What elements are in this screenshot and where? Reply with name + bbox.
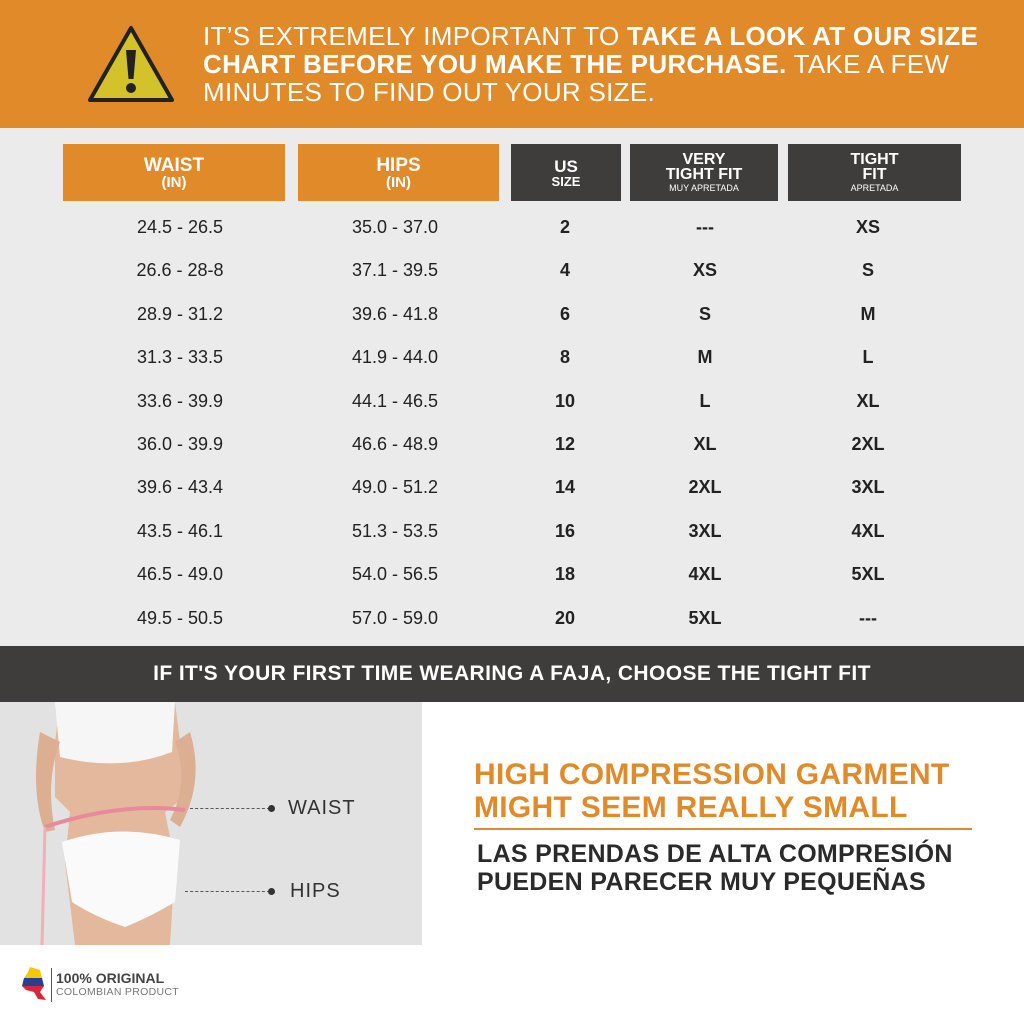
cell-us-size: 4 bbox=[559, 260, 571, 281]
cell-waist: 43.5 - 46.1 bbox=[136, 520, 224, 541]
cell-waist: 31.3 - 33.5 bbox=[136, 347, 224, 368]
cell-hips: 41.9 - 44.0 bbox=[351, 347, 439, 368]
table-row: 33.6 - 39.9 44.1 - 46.5 10 L XL bbox=[0, 391, 1024, 421]
table-row: 31.3 - 33.5 41.9 - 44.0 8 M L bbox=[0, 347, 1024, 377]
cell-us-size: 20 bbox=[554, 607, 576, 628]
cell-very-tight-fit: XL bbox=[693, 434, 717, 454]
cell-hips: 46.6 - 48.9 bbox=[351, 434, 439, 454]
logo-divider bbox=[51, 968, 52, 1002]
cell-hips: 57.0 - 59.0 bbox=[351, 607, 439, 628]
cell-very-tight-fit: 2XL bbox=[688, 477, 722, 498]
cell-us-size: 10 bbox=[554, 390, 576, 411]
header-hips: HIPS (IN) bbox=[298, 144, 499, 201]
header-us-size: US SIZE bbox=[511, 144, 621, 201]
model-figure-illustration bbox=[36, 702, 196, 945]
header-waist: WAIST (IN) bbox=[63, 144, 285, 201]
cell-very-tight-fit: --- bbox=[696, 217, 714, 237]
waist-label: WAIST bbox=[288, 797, 356, 819]
cell-waist: 39.6 - 43.4 bbox=[136, 477, 224, 498]
warning-banner: IT’S EXTREMELY IMPORTANT TO TAKE A LOOK … bbox=[0, 0, 1024, 128]
table-row: 39.6 - 43.4 49.0 - 51.2 14 2XL 3XL bbox=[0, 477, 1024, 507]
colombia-map-flag-icon bbox=[22, 967, 46, 1000]
cell-hips: 35.0 - 37.0 bbox=[351, 217, 439, 237]
logo-subtitle: COLOMBIAN PRODUCT bbox=[56, 986, 179, 998]
cell-hips: 39.6 - 41.8 bbox=[351, 303, 439, 324]
subheadline: LAS PRENDAS DE ALTA COMPRESIÓN PUEDEN PAR… bbox=[477, 840, 953, 896]
cell-tight-fit: 3XL bbox=[851, 477, 885, 498]
header-tight-fit: TIGHT FIT APRETADA bbox=[788, 144, 961, 201]
cell-us-size: 18 bbox=[554, 564, 576, 585]
hips-label: HIPS bbox=[290, 880, 341, 902]
cell-very-tight-fit: 3XL bbox=[688, 520, 722, 541]
cell-hips: 37.1 - 39.5 bbox=[351, 260, 439, 281]
cell-tight-fit: XS bbox=[855, 217, 881, 237]
cell-very-tight-fit: S bbox=[698, 303, 712, 324]
cell-tight-fit: M bbox=[860, 303, 876, 324]
cell-hips: 49.0 - 51.2 bbox=[351, 477, 439, 498]
cell-waist: 24.5 - 26.5 bbox=[136, 217, 224, 237]
table-row: 43.5 - 46.1 51.3 - 53.5 16 3XL 4XL bbox=[0, 521, 1024, 551]
hips-pointer-line bbox=[185, 891, 270, 892]
cell-tight-fit: 4XL bbox=[851, 520, 885, 541]
table-row: 36.0 - 39.9 46.6 - 48.9 12 XL 2XL bbox=[0, 434, 1024, 464]
cell-very-tight-fit: XS bbox=[692, 260, 718, 281]
table-row: 49.5 - 50.5 57.0 - 59.0 20 5XL --- bbox=[0, 608, 1024, 638]
cell-tight-fit: XL bbox=[856, 390, 880, 411]
cell-waist: 28.9 - 31.2 bbox=[136, 303, 224, 324]
waist-pointer-dot bbox=[268, 805, 275, 812]
logo-title: 100% ORIGINAL bbox=[56, 970, 165, 986]
table-row: 28.9 - 31.2 39.6 - 41.8 6 S M bbox=[0, 304, 1024, 334]
waist-pointer-line bbox=[190, 808, 270, 809]
headline-divider bbox=[474, 828, 972, 830]
cell-tight-fit: S bbox=[861, 260, 875, 281]
cell-waist: 36.0 - 39.9 bbox=[136, 434, 224, 454]
cell-waist: 46.5 - 49.0 bbox=[136, 564, 224, 585]
cell-us-size: 16 bbox=[554, 520, 576, 541]
cell-us-size: 8 bbox=[559, 347, 571, 368]
cell-tight-fit: 2XL bbox=[851, 434, 885, 454]
headline: HIGH COMPRESSION GARMENT MIGHT SEEM REALL… bbox=[474, 758, 950, 824]
table-row: 24.5 - 26.5 35.0 - 37.0 2 --- XS bbox=[0, 217, 1024, 247]
table-row: 26.6 - 28-8 37.1 - 39.5 4 XS S bbox=[0, 260, 1024, 290]
cell-hips: 54.0 - 56.5 bbox=[351, 564, 439, 585]
hips-pointer-dot bbox=[268, 888, 275, 895]
cell-very-tight-fit: L bbox=[699, 390, 711, 411]
cell-very-tight-fit: 4XL bbox=[688, 564, 722, 585]
model-photo: WAIST HIPS bbox=[0, 702, 422, 945]
cell-us-size: 14 bbox=[554, 477, 576, 498]
cell-us-size: 2 bbox=[559, 217, 571, 237]
cell-waist: 49.5 - 50.5 bbox=[136, 607, 224, 628]
cell-tight-fit: --- bbox=[859, 607, 877, 628]
cell-us-size: 12 bbox=[554, 434, 576, 454]
cell-hips: 44.1 - 46.5 bbox=[351, 390, 439, 411]
size-chart: WAIST (IN) HIPS (IN) US SIZE VERY TIGHT FIT… bbox=[0, 128, 1024, 646]
cell-hips: 51.3 - 53.5 bbox=[351, 520, 439, 541]
cell-us-size: 6 bbox=[559, 303, 571, 324]
cell-tight-fit: 5XL bbox=[851, 564, 885, 585]
cell-tight-fit: L bbox=[862, 347, 874, 368]
cell-waist: 33.6 - 39.9 bbox=[136, 390, 224, 411]
tip-bar: IF IT'S YOUR FIRST TIME WEARING A FAJA, … bbox=[0, 646, 1024, 702]
table-row: 46.5 - 49.0 54.0 - 56.5 18 4XL 5XL bbox=[0, 564, 1024, 594]
header-very-tight-fit: VERY TIGHT FIT MUY APRETADA bbox=[630, 144, 778, 201]
cell-waist: 26.6 - 28-8 bbox=[136, 260, 224, 281]
banner-text: IT’S EXTREMELY IMPORTANT TO TAKE A LOOK … bbox=[203, 21, 979, 107]
warning-triangle-icon bbox=[88, 26, 174, 102]
cell-very-tight-fit: 5XL bbox=[688, 607, 722, 628]
cell-very-tight-fit: M bbox=[697, 347, 713, 368]
